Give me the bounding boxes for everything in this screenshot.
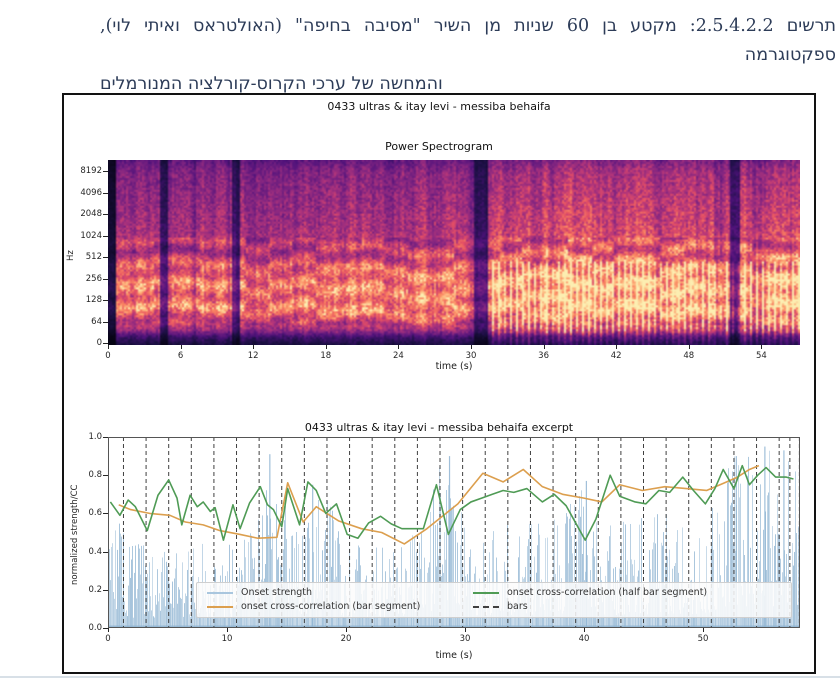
figure-box: 0433 ultras & itay levi - messiba behaif… [62, 93, 816, 675]
spectrogram-ytick-label: 512 [85, 252, 102, 262]
spectrogram-xtick [325, 345, 327, 349]
spectrogram-ytick-label: 2048 [80, 209, 102, 219]
legend-item-cc-half-bar: onset cross-correlation (half bar segmen… [473, 587, 781, 598]
excerpt-xlabel: time (s) [435, 650, 473, 661]
spectrogram-ytick [103, 278, 108, 280]
spectrogram-ytick [103, 214, 108, 215]
legend-label: bars [507, 601, 528, 612]
spectrogram-xlabel: time (s) [435, 361, 473, 372]
spectrogram-xtick-label: 6 [177, 351, 184, 361]
excerpt-xtick-label: 30 [459, 634, 471, 644]
legend-label: onset cross-correlation (half bar segmen… [507, 587, 708, 598]
spectrogram-ytick [103, 343, 108, 344]
spectrogram-image [108, 160, 800, 345]
spectrogram-xtick [688, 345, 690, 349]
excerpt-ytick [103, 437, 108, 438]
spectrogram-xtick [180, 345, 182, 349]
legend-label: onset cross-correlation (bar segment) [241, 601, 421, 612]
excerpt-xtick [346, 628, 347, 632]
legend-line-swatch [207, 591, 233, 594]
spectrogram-xtick-label: 54 [755, 351, 767, 361]
excerpt-xtick [465, 628, 466, 632]
spectrogram-ytick [103, 257, 108, 258]
spectrogram-xtick [543, 345, 545, 349]
excerpt-legend: Onset strength onset cross-correlation (… [196, 582, 792, 618]
spectrogram-xtick [471, 345, 472, 349]
spectrogram-xtick [253, 345, 255, 349]
legend-label: Onset strength [241, 587, 313, 598]
spectrogram-xtick [398, 345, 400, 349]
excerpt-xtick [227, 628, 228, 632]
spectrogram-ytick-label: 0 [96, 338, 102, 348]
figure-caption-line1: תרשים 2.5.4.2.2: מקטע בן 60 שניות מן השי… [100, 16, 836, 65]
legend-line-swatch [207, 605, 233, 608]
spectrogram-ytick [103, 235, 108, 237]
excerpt-ytick-label: 0.0 [88, 623, 102, 633]
excerpt-ytick [103, 475, 108, 477]
spectrogram-xtick-label: 0 [105, 351, 111, 361]
excerpt-ytick-label: 1.0 [88, 432, 102, 442]
excerpt-xtick-label: 40 [578, 634, 590, 644]
spectrogram-ytick-label: 8192 [80, 166, 102, 176]
excerpt-ytick-label: 0.2 [88, 584, 102, 595]
spectrogram-ytick-label: 64 [91, 316, 102, 327]
excerpt-xtick [108, 628, 109, 632]
spectrogram-xtick [761, 345, 763, 349]
figure-caption: תרשים 2.5.4.2.2: מקטע בן 60 שניות מן השי… [100, 12, 836, 99]
spectrogram-xtick-label: 24 [392, 351, 404, 361]
excerpt-ytick-label: 0.4 [88, 546, 102, 557]
spectrogram-xtick-label: 48 [683, 351, 695, 361]
excerpt-ytick-label: 0.8 [88, 470, 102, 481]
legend-item-cc-bar: onset cross-correlation (bar segment) [207, 601, 465, 612]
spectrogram-ytick [103, 192, 108, 194]
excerpt-plot-canvas [64, 425, 814, 675]
spectrogram-xtick [616, 345, 618, 349]
excerpt-xtick [584, 628, 585, 632]
spectrogram-xtick-label: 30 [465, 351, 477, 361]
excerpt-ytick [103, 589, 108, 591]
spectrogram-ytick [103, 300, 108, 301]
legend-item-bars: bars [473, 601, 781, 612]
excerpt-ytick [103, 513, 108, 515]
excerpt-xtick-label: 0 [105, 634, 111, 644]
spectrogram-xtick-label: 12 [247, 351, 259, 361]
excerpt-xtick-label: 20 [340, 634, 352, 644]
spectrogram-ytick-label: 1024 [80, 230, 102, 241]
excerpt-xtick-label: 50 [697, 634, 709, 644]
excerpt-xtick-label: 10 [221, 634, 233, 644]
legend-dash-swatch [473, 605, 499, 608]
spectrogram-ytick-label: 128 [85, 295, 102, 305]
figure-caption-line2: והמחשה של ערכי הקרוס-קורלציה המנורמלים [100, 74, 443, 94]
excerpt-ytick-label: 0.6 [88, 508, 102, 519]
spectrogram-xtick [108, 345, 109, 349]
spectrogram-ytick [103, 321, 108, 323]
legend-line-swatch [473, 591, 499, 594]
window-bottom-edge [0, 676, 840, 678]
spectrogram-ytick-label: 4096 [80, 187, 102, 198]
figure-suptitle: 0433 ultras & itay levi - messiba behaif… [327, 100, 551, 113]
legend-item-onset-strength: Onset strength [207, 587, 465, 598]
excerpt-xtick [703, 628, 704, 632]
spectrogram-xtick-label: 36 [538, 351, 549, 361]
spectrogram-ytick [103, 171, 108, 172]
spectrogram-xtick-label: 18 [320, 351, 332, 361]
excerpt-ytick [103, 628, 108, 629]
spectrogram-xtick-label: 42 [610, 351, 622, 361]
spectrogram-title: Power Spectrogram [385, 140, 493, 153]
excerpt-ytick [103, 551, 108, 553]
spectrogram-ytick-label: 256 [85, 273, 102, 284]
excerpt-ylabel: normalized strength/CC [70, 484, 80, 585]
